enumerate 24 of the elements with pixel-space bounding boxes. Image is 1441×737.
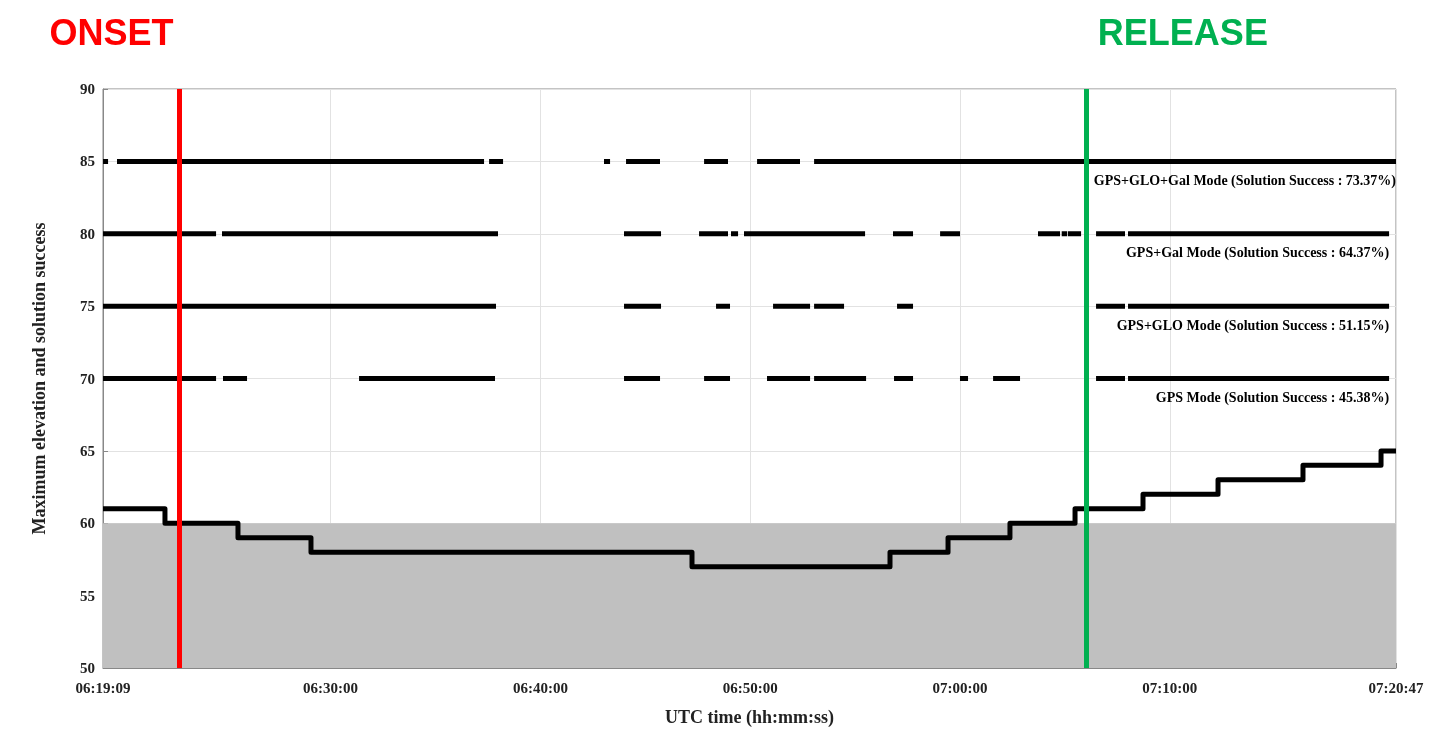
x-tick-label: 07:20:47 — [1368, 679, 1424, 696]
x-tick-label: 07:10:00 — [1142, 679, 1198, 696]
x-axis-title: UTC time (hh:mm:ss) — [665, 707, 834, 728]
y-tick-label: 55 — [80, 587, 95, 604]
y-tick-label: 80 — [80, 225, 95, 242]
x-tick-label: 07:00:00 — [932, 679, 988, 696]
x-tick-label: 06:19:09 — [75, 679, 131, 696]
series-label: GPS+GLO Mode (Solution Success : 51.15%) — [1116, 317, 1390, 334]
y-tick-label: 75 — [80, 298, 95, 315]
y-tick-label: 90 — [80, 81, 95, 97]
series-label: GPS+GLO+Gal Mode (Solution Success : 73.37%) — [1093, 172, 1397, 189]
y-axis-title: Maximum elevation and solution success — [29, 222, 49, 535]
x-tick-label: 06:50:00 — [722, 679, 778, 696]
series-label: GPS+Gal Mode (Solution Success : 64.37%) — [1125, 245, 1390, 262]
ref-line-label: RELEASE — [1097, 11, 1268, 53]
y-tick-label: 50 — [80, 660, 95, 676]
x-tick-label: 06:30:00 — [303, 679, 359, 696]
y-tick-label: 85 — [80, 153, 95, 170]
x-tick-label: 06:40:00 — [512, 679, 568, 696]
y-tick-label: 65 — [80, 442, 95, 459]
y-tick-label: 70 — [80, 370, 95, 387]
ref-line-label: ONSET — [49, 11, 174, 53]
series-label: GPS Mode (Solution Success : 45.38%) — [1155, 390, 1390, 406]
y-tick-label: 60 — [80, 515, 95, 532]
